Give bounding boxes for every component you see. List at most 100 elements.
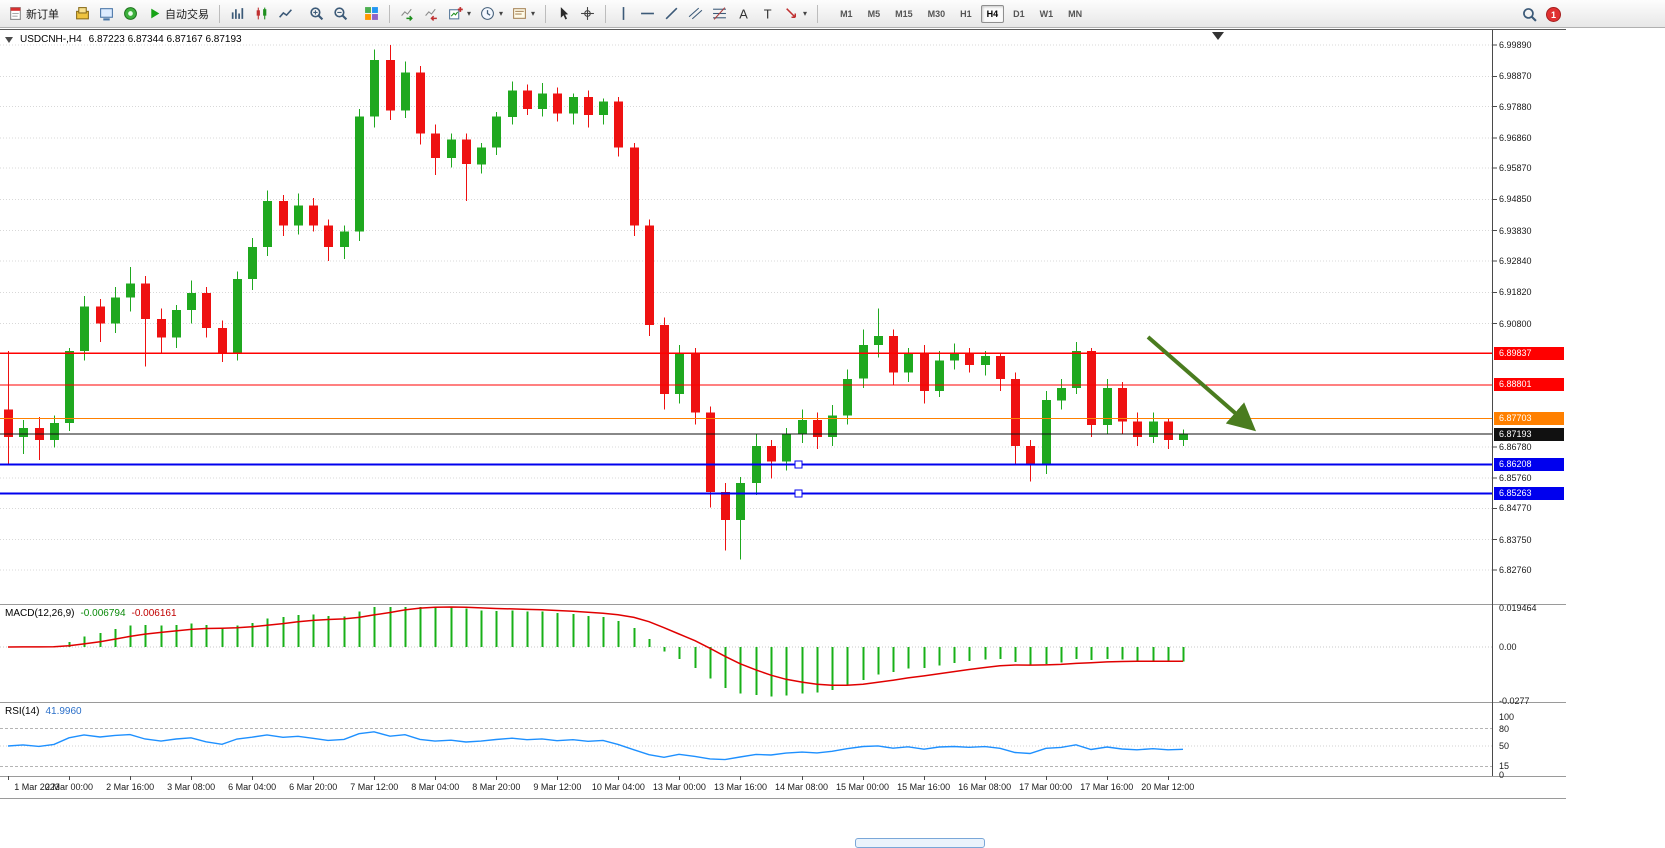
price-axis-label: 6.96860 <box>1499 132 1532 143</box>
new-order-button[interactable]: 新订单 <box>4 3 63 25</box>
sound-alert-icon <box>123 6 138 21</box>
crosshair-icon <box>580 6 595 21</box>
bar-chart-button[interactable] <box>226 3 249 24</box>
auto-trading-button[interactable]: 自动交易 <box>143 3 213 25</box>
price-line-tag: 6.86208 <box>1494 457 1564 471</box>
svg-text:A: A <box>739 6 748 21</box>
chart-ohlc-values: 6.87223 6.87344 6.87167 6.87193 <box>88 34 242 45</box>
toolbar-left-group: 新订单 自动交易 ▾ ▾ ▾ A T ▾ <box>4 3 823 25</box>
timeframe-w1-button[interactable]: W1 <box>1039 8 1054 19</box>
channel-button[interactable] <box>684 3 707 24</box>
trend-arrow-annotation[interactable] <box>1146 335 1257 432</box>
time-axis-label: 7 Mar 12:00 <box>350 782 399 792</box>
periods-button[interactable]: ▾ <box>476 3 507 24</box>
timeframe-h1-button[interactable]: H1 <box>960 8 972 19</box>
timeframe-m5-button[interactable]: M5 <box>867 8 881 19</box>
macd-main-value: -0.006794 <box>80 608 126 619</box>
rsi-axis-label: 50 <box>1499 741 1510 751</box>
time-axis-label: 13 Mar 16:00 <box>713 782 767 792</box>
timeframe-m1-button[interactable]: M1 <box>840 8 853 19</box>
timeframe-m15-button[interactable]: M15 <box>895 8 913 19</box>
dropdown-caret-icon: ▾ <box>499 9 504 18</box>
auto-trading-button-label: 自动交易 <box>165 8 209 21</box>
time-axis-label: 13 Mar 00:00 <box>652 782 706 792</box>
auto-trading-icon <box>147 6 162 21</box>
price-axis-label: 6.94850 <box>1499 194 1532 205</box>
price-line-tag: 6.88801 <box>1494 378 1564 392</box>
line-handle <box>794 489 803 498</box>
timeframe-d1-button[interactable]: D1 <box>1013 8 1025 19</box>
chart-shift-button[interactable] <box>420 3 443 24</box>
line-handle <box>794 460 803 469</box>
templates-button[interactable]: ▾ <box>508 3 539 24</box>
toolbar-separator <box>605 4 607 23</box>
notification-badge[interactable]: 1 <box>1546 6 1561 22</box>
text-button[interactable]: A <box>732 3 755 24</box>
vertical-line-icon <box>616 6 631 21</box>
timeframe-h4-button[interactable]: H4 <box>980 4 1005 23</box>
periods-icon <box>480 6 495 21</box>
cursor-icon <box>556 6 571 21</box>
toolbar-separator <box>219 4 220 23</box>
horizontal-price-lines[interactable] <box>0 352 1492 498</box>
chart-shift-marker[interactable] <box>1212 32 1224 40</box>
tile-windows-button[interactable] <box>360 3 383 24</box>
zoom-in-button[interactable] <box>305 3 328 24</box>
candlestick-chart-button[interactable] <box>250 3 273 24</box>
new-chart-button[interactable]: ▾ <box>444 3 475 24</box>
new-order-icon <box>8 6 23 21</box>
price-axis-label: 6.97880 <box>1499 101 1532 112</box>
collapse-chart-icon[interactable] <box>5 36 13 43</box>
timeframe-m30-button[interactable]: M30 <box>927 8 946 19</box>
price-line-tag: 6.89837 <box>1494 346 1564 360</box>
price-line-tag: 6.87703 <box>1494 412 1564 425</box>
price-axis-label: 6.91820 <box>1499 287 1532 298</box>
line-chart-button[interactable] <box>274 3 297 24</box>
macd-name: MACD(12,26,9) <box>5 608 75 619</box>
timeframe-toolbar: M1 M5 M15 M30 H1 H4 D1 W1 MN <box>833 4 1089 23</box>
tile-windows-icon <box>364 6 379 21</box>
chart-window[interactable]: USDCNH-,H4 6.87223 6.87344 6.87167 6.871… <box>0 29 1566 800</box>
time-axis-label: 9 Mar 12:00 <box>533 782 582 792</box>
new-order-button-label: 新订单 <box>26 8 59 21</box>
price-axis-label: 6.93830 <box>1499 225 1532 236</box>
trendline-button[interactable] <box>660 3 683 24</box>
macd-signal-value: -0.006161 <box>131 608 177 619</box>
time-axis-label: 6 Mar 20:00 <box>289 782 338 792</box>
time-axis-label: 17 Mar 00:00 <box>1019 782 1073 792</box>
timeframe-mn-button[interactable]: MN <box>1068 8 1083 19</box>
cursor-button[interactable] <box>552 3 575 24</box>
zoom-out-button[interactable] <box>329 3 352 24</box>
price-axis-label: 6.98870 <box>1499 71 1532 82</box>
time-axis-label: 8 Mar 04:00 <box>411 782 460 792</box>
price-axis-label: 6.95870 <box>1499 163 1532 174</box>
time-axis-label: 1 Mar 2023 <box>14 782 60 792</box>
candlesticks <box>4 45 1188 560</box>
metaeditor-button[interactable] <box>71 3 94 24</box>
arrows-button[interactable]: ▾ <box>780 3 811 24</box>
fibonacci-icon <box>712 6 727 21</box>
arrows-icon <box>784 6 799 21</box>
main-toolbar: 新订单 自动交易 ▾ ▾ ▾ A T ▾ M1 M5 M15 M30 H1 H4 D1 W1 MN 1 <box>0 0 1665 28</box>
auto-scroll-button[interactable] <box>396 3 419 24</box>
svg-text:T: T <box>764 6 772 21</box>
label-button[interactable]: T <box>756 3 779 24</box>
crosshair-button[interactable] <box>576 3 599 24</box>
rsi-line <box>7 731 1184 761</box>
time-axis-label: 17 Mar 16:00 <box>1080 782 1134 792</box>
time-axis-label: 10 Mar 04:00 <box>591 782 645 792</box>
time-axis-label: 16 Mar 08:00 <box>958 782 1012 792</box>
chart-plot[interactable] <box>0 30 1566 801</box>
search-icon[interactable] <box>1522 7 1537 22</box>
vertical-line-button[interactable] <box>612 3 635 24</box>
market-watch-button[interactable] <box>95 3 118 24</box>
time-axis-label: 3 Mar 08:00 <box>167 782 216 792</box>
time-axis-label: 14 Mar 08:00 <box>774 782 829 792</box>
bar-chart-icon <box>230 6 245 21</box>
sound-alert-button[interactable] <box>119 3 142 24</box>
toolbar-separator <box>545 4 547 23</box>
horizontal-line-button[interactable] <box>636 3 659 24</box>
fibonacci-button[interactable] <box>708 3 731 24</box>
label-icon: T <box>760 6 775 21</box>
zoom-out-icon <box>333 6 348 21</box>
